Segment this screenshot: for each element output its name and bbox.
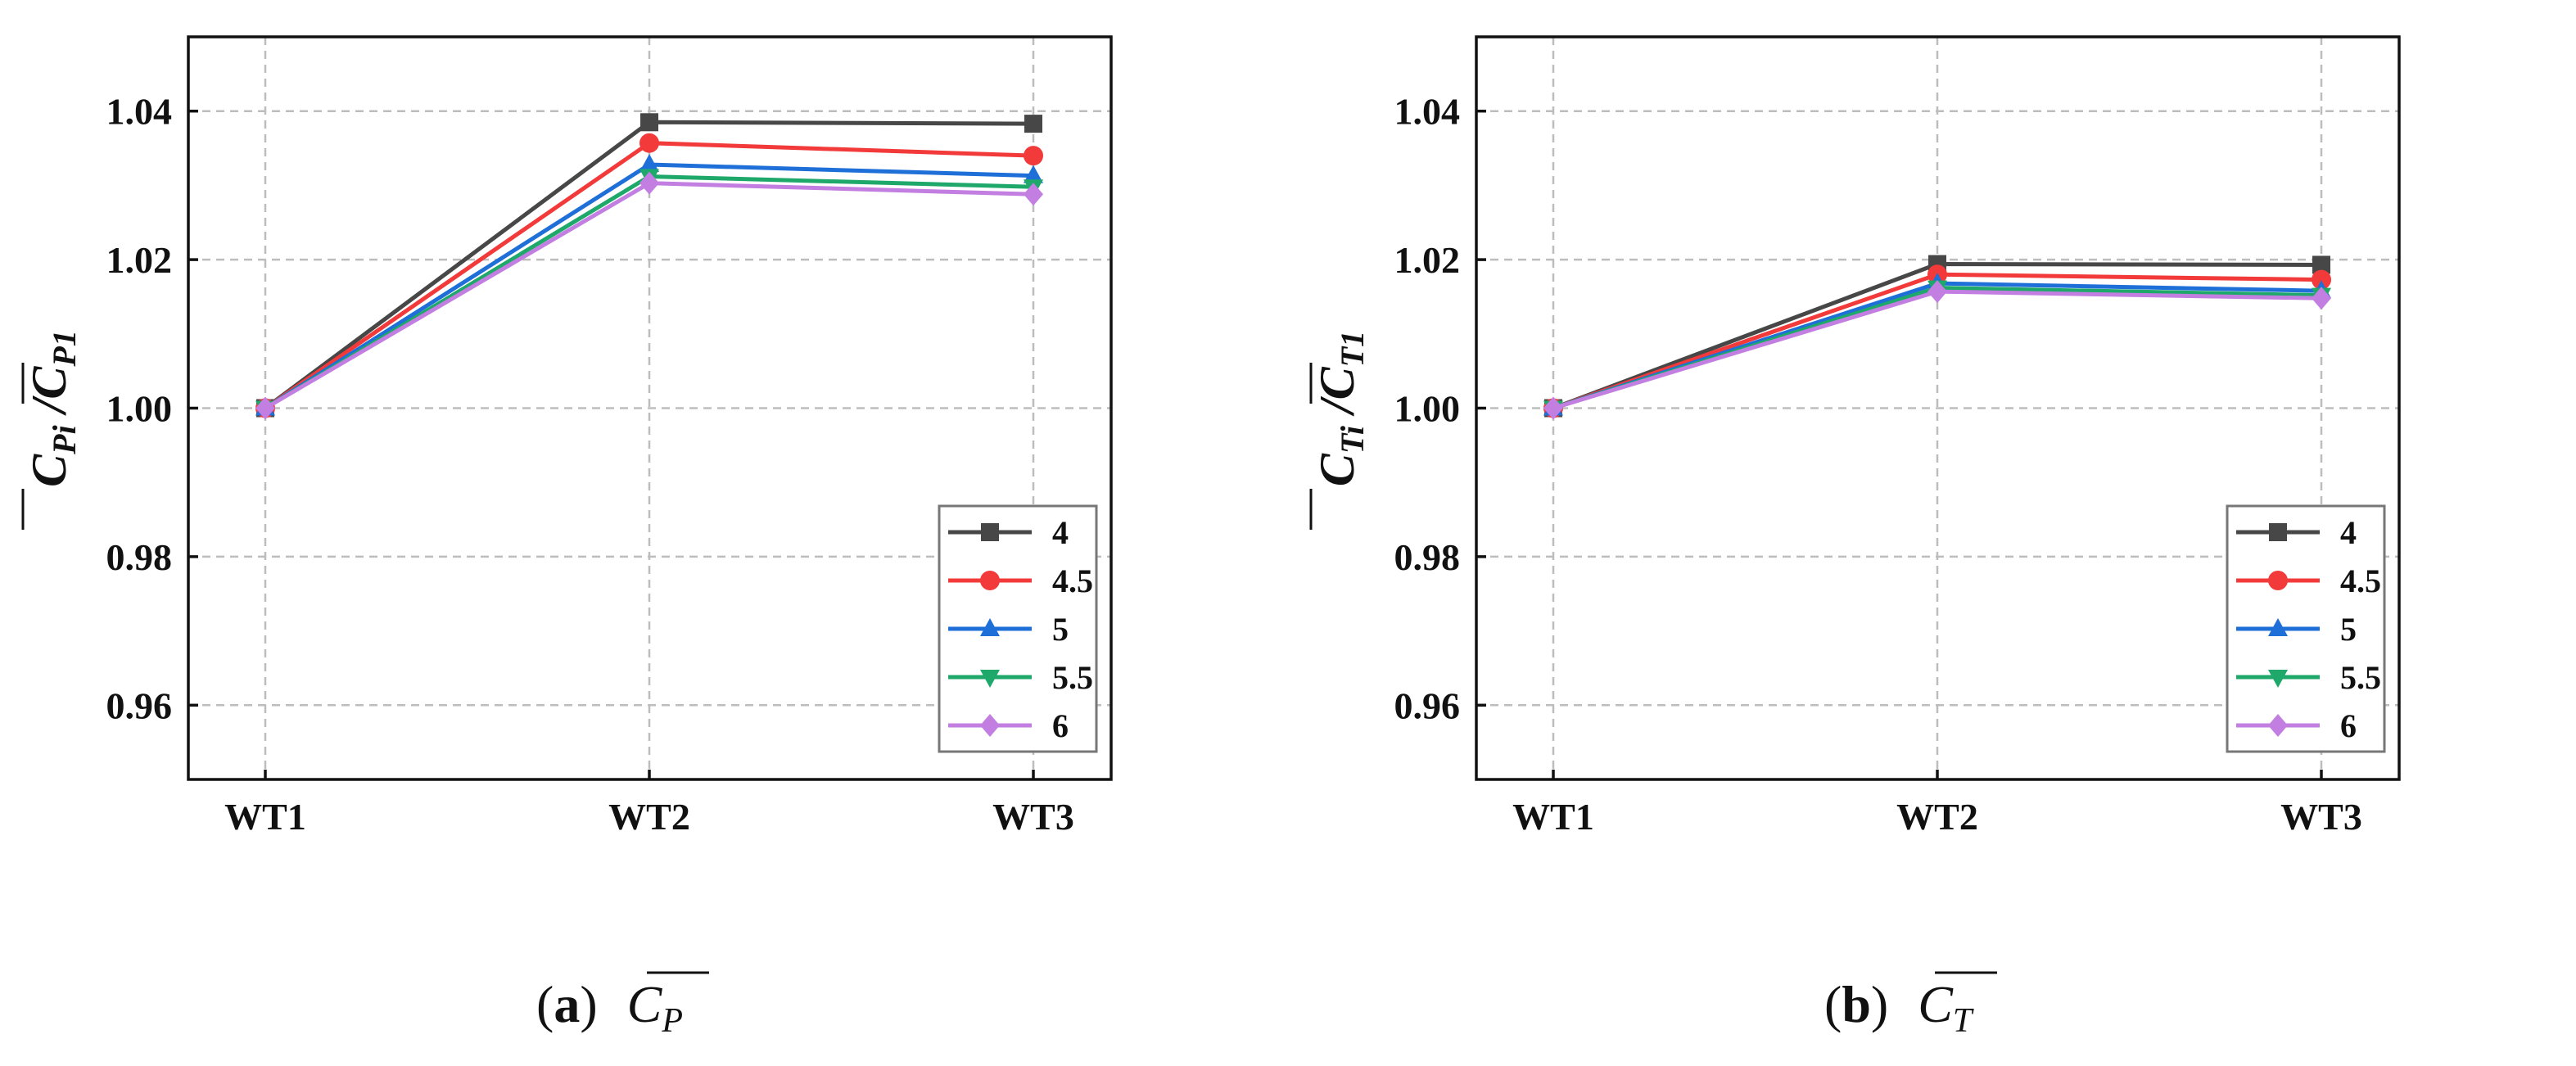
panel-caption: (a) CP <box>536 971 709 1040</box>
legend-marker <box>981 523 999 541</box>
x-tick-label: WT2 <box>1896 796 1978 838</box>
legend-label: 5.5 <box>2340 659 2381 696</box>
data-point <box>1024 115 1042 133</box>
y-tick-label: 1.04 <box>106 91 173 133</box>
y-label-part: C <box>1310 453 1364 486</box>
legend-label: 5.5 <box>1052 659 1093 696</box>
y-label-part: C <box>22 366 76 400</box>
legend-marker <box>980 571 1000 590</box>
legend-label: 5 <box>2340 611 2357 648</box>
y-label-part: C <box>22 454 76 487</box>
caption-letter: b <box>1842 975 1871 1033</box>
panel-caption: (b) CT <box>1824 971 1997 1040</box>
x-tick-label: WT3 <box>2280 796 2362 838</box>
data-point <box>1024 183 1043 206</box>
legend-label: 4.5 <box>1052 562 1093 599</box>
svg-text:(b)CT: (b) CT <box>1824 975 1974 1040</box>
series-6 <box>1543 280 2331 420</box>
y-tick-label: 1.02 <box>1394 239 1461 281</box>
data-point <box>1024 165 1043 183</box>
data-point <box>1024 146 1043 166</box>
legend-marker <box>2268 571 2288 590</box>
caption-symbol: C <box>1918 975 1954 1033</box>
y-axis-label: CTi /CT1 <box>1309 331 1371 530</box>
y-label-part: / <box>22 395 76 425</box>
data-point <box>2312 269 2331 290</box>
legend-label: 4 <box>1052 514 1069 551</box>
chart-panel-a: 0.96 0.98 1.00 1.02 1.04 WT1 WT2 WT3 CPi /CP1 4 4.… <box>21 35 1113 1040</box>
caption-symbol: C <box>627 975 663 1033</box>
data-point <box>640 113 658 132</box>
legend-marker <box>2269 523 2287 541</box>
y-tick-label: 1.00 <box>1394 388 1461 430</box>
legend-marker <box>2268 670 2288 688</box>
data-point <box>255 396 275 420</box>
y-tick-label: 1.04 <box>1394 91 1461 133</box>
y-label-part: P1 <box>46 330 83 367</box>
caption-paren: ) <box>1871 975 1888 1033</box>
legend: 4 4.5 5 5.5 6 <box>2226 504 2386 753</box>
y-tick-label: 0.96 <box>1394 684 1461 726</box>
data-point <box>639 133 659 153</box>
legend-marker <box>980 714 1000 737</box>
data-point <box>2312 255 2330 274</box>
svg-text:CPi /CP1: CPi /CP1 <box>22 330 83 487</box>
svg-text:CTi /CT1: CTi /CT1 <box>1310 331 1371 486</box>
svg-text:(a)CP: (a) CP <box>536 975 683 1040</box>
y-tick-label: 0.98 <box>1394 536 1461 578</box>
caption-letter: a <box>554 975 580 1033</box>
legend-marker <box>980 670 1000 688</box>
legend: 4 4.5 5 5.5 6 <box>938 504 1098 753</box>
data-point <box>1543 396 1563 420</box>
x-tick-label: WT1 <box>1512 796 1594 838</box>
caption-paren: ( <box>536 975 554 1033</box>
legend-label: 5 <box>1052 611 1069 648</box>
legend-label: 6 <box>2340 707 2357 744</box>
data-point <box>639 154 659 173</box>
caption-paren: ( <box>1824 975 1842 1033</box>
y-axis-label: CPi /CP1 <box>21 330 83 530</box>
x-tick-label: WT3 <box>992 796 1074 838</box>
legend-marker <box>2268 618 2288 636</box>
y-label-part: Pi <box>46 425 83 455</box>
y-label-part: C <box>1310 366 1364 400</box>
caption-paren: ) <box>580 975 597 1033</box>
caption-sub: T <box>1953 1002 1974 1040</box>
x-tick-label: WT2 <box>608 796 690 838</box>
y-tick-label: 1.00 <box>106 388 173 430</box>
legend-marker <box>2268 714 2288 737</box>
y-tick-label: 0.96 <box>106 684 173 726</box>
y-label-part: T1 <box>1334 331 1371 367</box>
y-label-part: Ti <box>1334 426 1371 454</box>
x-tick-label: WT1 <box>224 796 306 838</box>
data-point <box>639 171 659 195</box>
legend-label: 4 <box>2340 514 2357 551</box>
chart-panel-b: 0.96 0.98 1.00 1.02 1.04 WT1 WT2 WT3 CTi /CT1 4 4.… <box>1288 0 2576 1066</box>
y-tick-label: 0.98 <box>106 536 173 578</box>
legend-marker <box>980 618 1000 636</box>
y-tick-label: 1.02 <box>106 239 173 281</box>
legend-label: 6 <box>1052 707 1069 744</box>
caption-sub: P <box>661 1002 683 1040</box>
y-label-part: / <box>1310 395 1364 426</box>
data-point <box>2312 287 2331 310</box>
data-point <box>1927 280 1947 304</box>
legend-label: 4.5 <box>2340 562 2381 599</box>
series-6 <box>255 171 1043 420</box>
